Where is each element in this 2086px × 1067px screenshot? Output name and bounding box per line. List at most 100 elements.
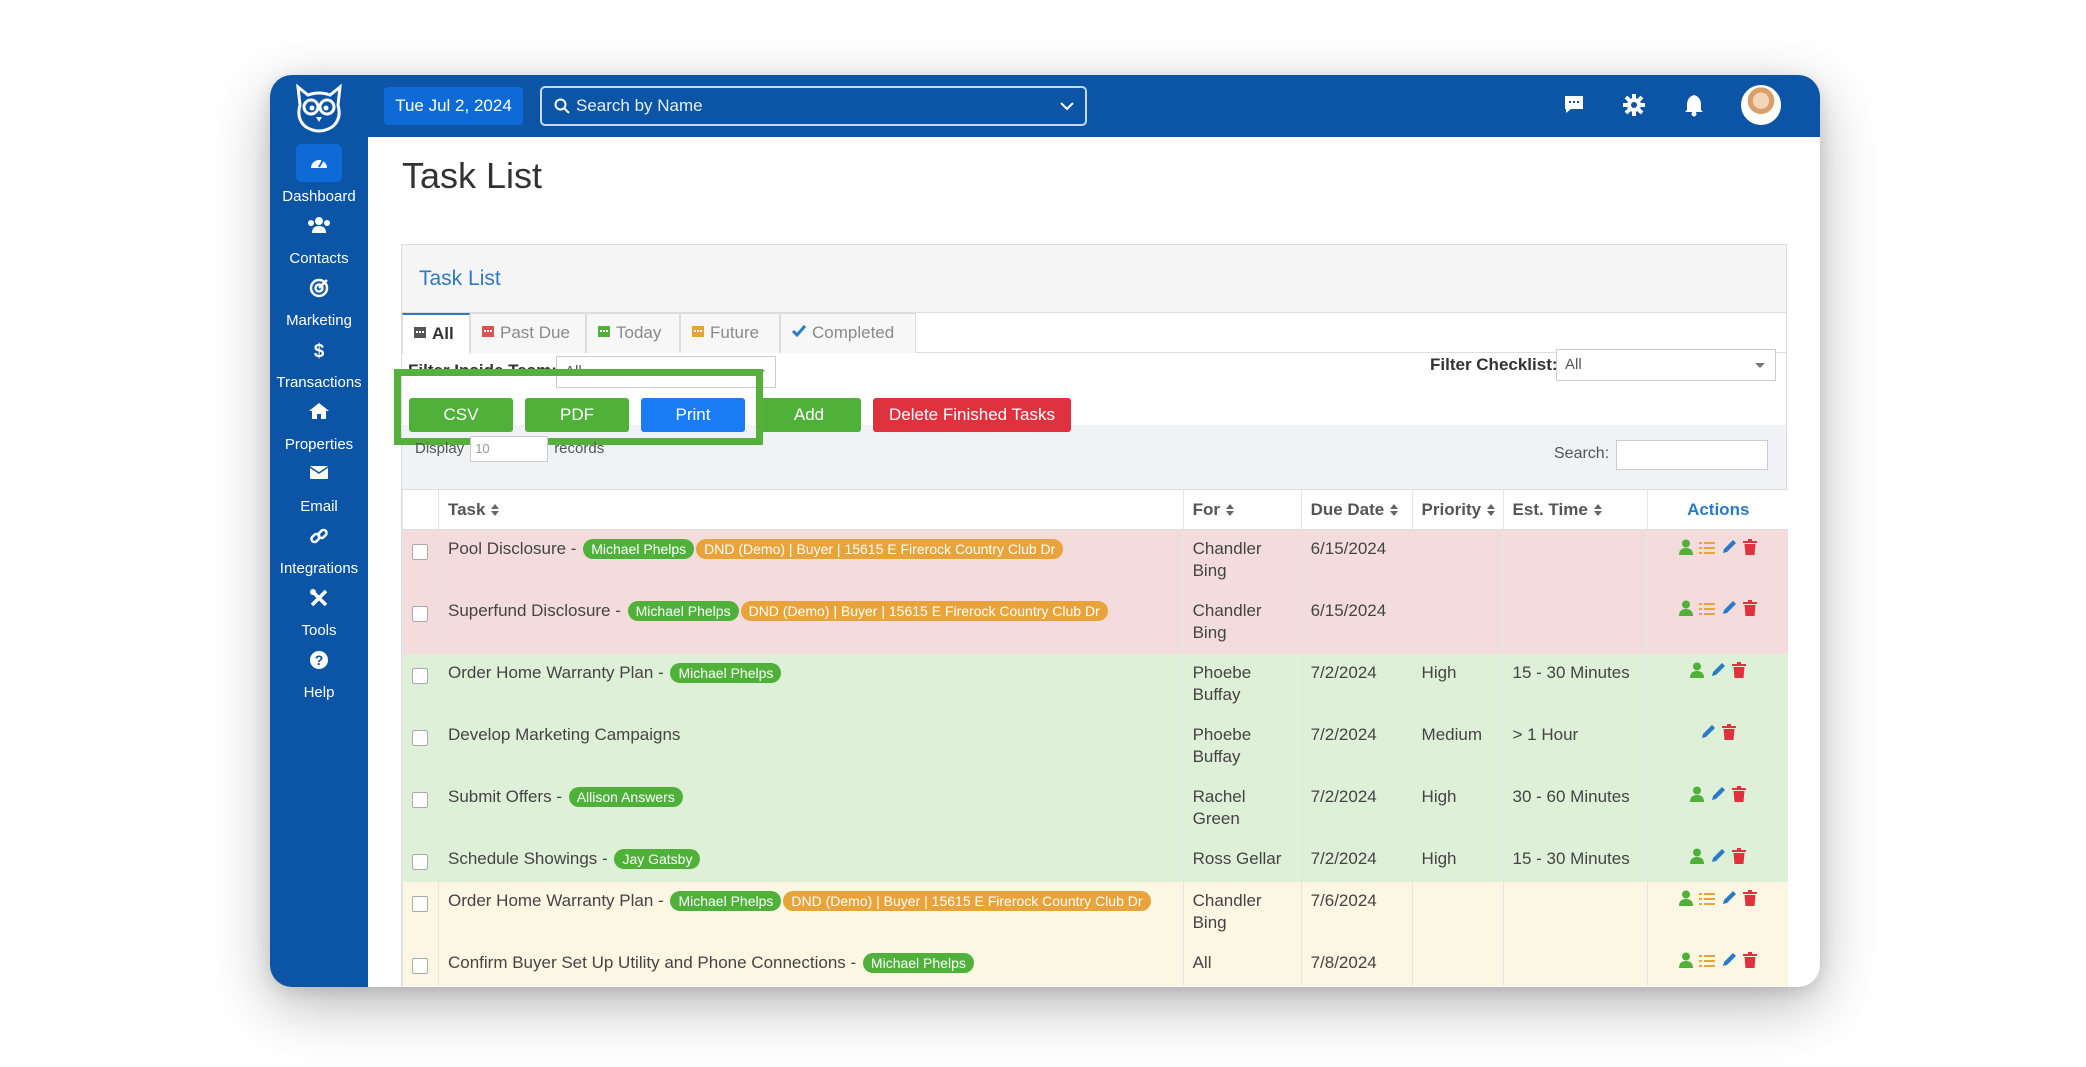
- user-icon[interactable]: [1679, 539, 1694, 561]
- sidebar-item-contacts[interactable]: Contacts: [270, 206, 368, 276]
- pencil-icon[interactable]: [1710, 848, 1726, 870]
- tab-future[interactable]: Future: [680, 313, 780, 353]
- add-button[interactable]: Add: [757, 398, 861, 432]
- list-icon[interactable]: [1699, 952, 1716, 974]
- task-name[interactable]: Confirm Buyer Set Up Utility and Phone C…: [447, 952, 857, 972]
- transaction-tag[interactable]: DND (Demo) | Buyer | 15615 E Firerock Co…: [783, 890, 1151, 911]
- pencil-icon[interactable]: [1710, 786, 1726, 808]
- print-button[interactable]: Print: [641, 398, 745, 432]
- task-name[interactable]: Order Home Warranty Plan -: [447, 662, 664, 682]
- user-icon[interactable]: [1690, 848, 1705, 870]
- contact-tag[interactable]: Allison Answers: [568, 786, 683, 807]
- tab-today[interactable]: Today: [586, 313, 680, 353]
- sidebar-item-dashboard[interactable]: Dashboard: [270, 144, 368, 214]
- tab-past-due[interactable]: Past Due: [470, 313, 586, 353]
- transaction-tag[interactable]: DND (Demo) | Buyer | 15615 E Firerock Co…: [740, 600, 1108, 621]
- filter-checklist-select[interactable]: All: [1556, 349, 1776, 381]
- contact-tag[interactable]: Jay Gatsby: [614, 848, 701, 869]
- trash-icon[interactable]: [1743, 600, 1758, 622]
- trash-icon[interactable]: [1732, 662, 1747, 684]
- sidebar-item-help[interactable]: ? Help: [270, 640, 368, 710]
- row-checkbox[interactable]: [412, 544, 428, 560]
- priority-cell: High: [1411, 839, 1504, 882]
- due-date-cell: 6/15/2024: [1300, 529, 1413, 592]
- user-icon[interactable]: [1679, 952, 1694, 974]
- task-cell: Schedule Showings - Jay Gatsby: [437, 839, 1184, 882]
- gear-icon[interactable]: [1622, 93, 1650, 121]
- column-header-task-label: Task: [447, 499, 486, 519]
- bell-icon[interactable]: [1682, 93, 1710, 121]
- actions-cell: [1647, 943, 1788, 986]
- column-header-due-date[interactable]: Due Date: [1300, 489, 1413, 530]
- tab-completed-label: Completed: [812, 323, 895, 342]
- records-per-page-select[interactable]: 10: [470, 436, 549, 462]
- column-header-priority[interactable]: Priority: [1411, 489, 1504, 530]
- column-header-task[interactable]: Task: [437, 489, 1184, 530]
- task-name[interactable]: Submit Offers -: [447, 786, 562, 806]
- tab-completed[interactable]: Completed: [780, 313, 916, 353]
- sidebar-item-email[interactable]: Email: [270, 454, 368, 524]
- pdf-button[interactable]: PDF: [525, 398, 629, 432]
- sidebar-item-integrations[interactable]: Integrations: [270, 516, 368, 586]
- table-search-input[interactable]: [1616, 440, 1768, 470]
- task-name[interactable]: Superfund Disclosure -: [447, 600, 621, 620]
- row-checkbox[interactable]: [412, 895, 428, 912]
- sidebar-item-tools[interactable]: Tools: [270, 578, 368, 648]
- sidebar-item-properties[interactable]: Properties: [270, 392, 368, 462]
- contact-tag[interactable]: Michael Phelps: [862, 952, 974, 973]
- transaction-tag[interactable]: DND (Demo) | Buyer | 15615 E Firerock Co…: [696, 539, 1064, 559]
- sidebar-item-marketing[interactable]: Marketing: [270, 268, 368, 338]
- for-cell: Chandler Bing: [1182, 529, 1302, 592]
- table-row: Order Home Warranty Plan - Michael Phelp…: [402, 881, 1788, 944]
- display-label: Display: [415, 439, 465, 457]
- owl-logo[interactable]: [292, 83, 346, 133]
- contact-tag[interactable]: Michael Phelps: [583, 539, 695, 559]
- trash-icon[interactable]: [1722, 724, 1737, 746]
- filter-team-select[interactable]: All: [556, 356, 776, 388]
- task-name[interactable]: Order Home Warranty Plan -: [447, 890, 664, 910]
- trash-icon[interactable]: [1743, 538, 1758, 561]
- pencil-icon[interactable]: [1700, 724, 1716, 746]
- row-checkbox[interactable]: [412, 853, 428, 870]
- contact-tag[interactable]: Michael Phelps: [670, 890, 782, 911]
- list-icon[interactable]: [1699, 600, 1716, 622]
- pencil-icon[interactable]: [1721, 539, 1737, 561]
- contact-tag[interactable]: Michael Phelps: [670, 662, 782, 683]
- est-time-cell: [1502, 881, 1648, 944]
- column-header-due-date-label: Due Date: [1310, 499, 1385, 519]
- row-checkbox[interactable]: [412, 667, 428, 684]
- filter-checklist-value: All: [1565, 356, 1582, 373]
- trash-icon[interactable]: [1732, 786, 1747, 808]
- tab-all[interactable]: All: [402, 313, 470, 354]
- delete-finished-tasks-button[interactable]: Delete Finished Tasks: [873, 398, 1071, 432]
- csv-button[interactable]: CSV: [409, 398, 513, 432]
- pencil-icon[interactable]: [1721, 952, 1737, 974]
- task-name[interactable]: Develop Marketing Campaigns: [447, 724, 681, 744]
- sidebar-item-transactions[interactable]: $ Transactions: [270, 330, 368, 400]
- user-icon[interactable]: [1690, 786, 1705, 808]
- pencil-icon[interactable]: [1721, 600, 1737, 622]
- row-checkbox[interactable]: [412, 605, 428, 622]
- row-checkbox[interactable]: [412, 729, 428, 746]
- row-checkbox[interactable]: [412, 957, 428, 974]
- trash-icon[interactable]: [1743, 952, 1758, 974]
- column-header-for[interactable]: For: [1182, 489, 1302, 530]
- user-icon[interactable]: [1690, 662, 1705, 684]
- task-name[interactable]: Pool Disclosure -: [447, 539, 577, 558]
- list-icon[interactable]: [1699, 539, 1716, 561]
- pencil-icon[interactable]: [1721, 890, 1737, 912]
- search-by-name-select[interactable]: Search by Name: [540, 86, 1087, 126]
- user-icon[interactable]: [1679, 600, 1694, 622]
- trash-icon[interactable]: [1743, 890, 1758, 912]
- list-icon[interactable]: [1699, 890, 1716, 912]
- pencil-icon[interactable]: [1710, 662, 1726, 684]
- task-name[interactable]: Schedule Showings -: [447, 848, 608, 868]
- chat-icon[interactable]: [1562, 93, 1590, 121]
- column-header-est-time[interactable]: Est. Time: [1502, 489, 1648, 530]
- user-avatar[interactable]: [1741, 85, 1781, 125]
- row-checkbox[interactable]: [412, 791, 428, 808]
- trash-icon[interactable]: [1732, 848, 1747, 870]
- contact-tag[interactable]: Michael Phelps: [627, 600, 739, 621]
- user-icon[interactable]: [1679, 890, 1694, 912]
- date-button[interactable]: Tue Jul 2, 2024: [384, 87, 523, 125]
